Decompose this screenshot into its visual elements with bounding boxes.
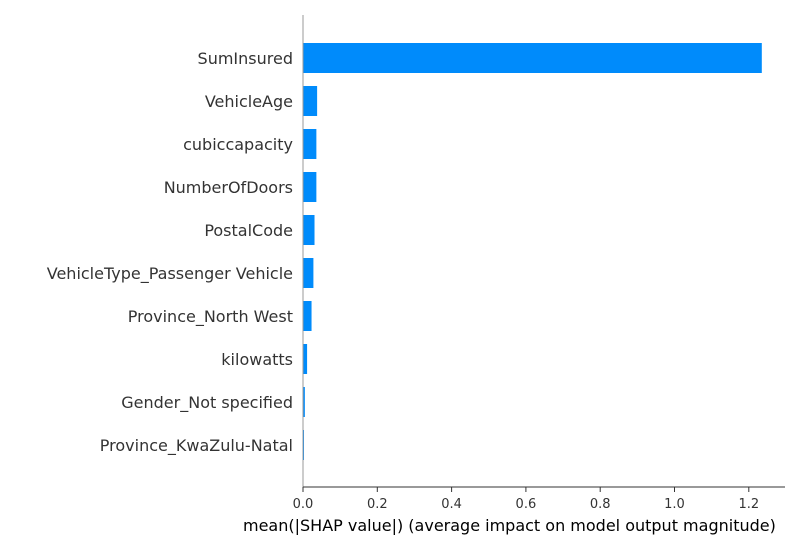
category-label-5: VehicleType_Passenger Vehicle (47, 264, 293, 284)
category-label-2: cubiccapacity (183, 135, 293, 154)
category-label-3: NumberOfDoors (164, 178, 293, 197)
x-tick-label-3: 0.6 (516, 497, 537, 512)
bar-8 (303, 387, 305, 417)
x-tick-label-2: 0.4 (441, 497, 462, 512)
category-label-7: kilowatts (221, 350, 293, 369)
category-label-4: PostalCode (204, 221, 293, 240)
x-tick-label-4: 0.8 (590, 497, 611, 512)
x-tick-label-1: 0.2 (367, 497, 388, 512)
category-label-1: VehicleAge (205, 92, 293, 111)
x-tick-label-6: 1.2 (738, 497, 759, 512)
x-tick-label-5: 1.0 (664, 497, 685, 512)
bar-6 (303, 301, 312, 331)
bar-7 (303, 344, 308, 374)
bar-3 (303, 172, 317, 202)
bar-5 (303, 258, 314, 288)
category-labels: SumInsured VehicleAge cubiccapacity NumberO… (47, 49, 293, 456)
x-axis-ticks: 0.0 0.2 0.4 0.6 0.8 1.0 1.2 (293, 487, 759, 512)
x-tick-label-0: 0.0 (293, 497, 314, 512)
bar-4 (303, 215, 315, 245)
category-label-9: Province_KwaZulu-Natal (100, 436, 293, 456)
bars-layer (303, 43, 762, 460)
category-label-6: Province_North West (128, 307, 293, 327)
bar-0 (303, 43, 762, 73)
bar-1 (303, 86, 318, 116)
bar-2 (303, 129, 317, 159)
x-axis-title: mean(|SHAP value|) (average impact on mo… (243, 516, 776, 535)
category-label-8: Gender_Not specified (121, 393, 293, 413)
category-label-0: SumInsured (198, 49, 293, 68)
